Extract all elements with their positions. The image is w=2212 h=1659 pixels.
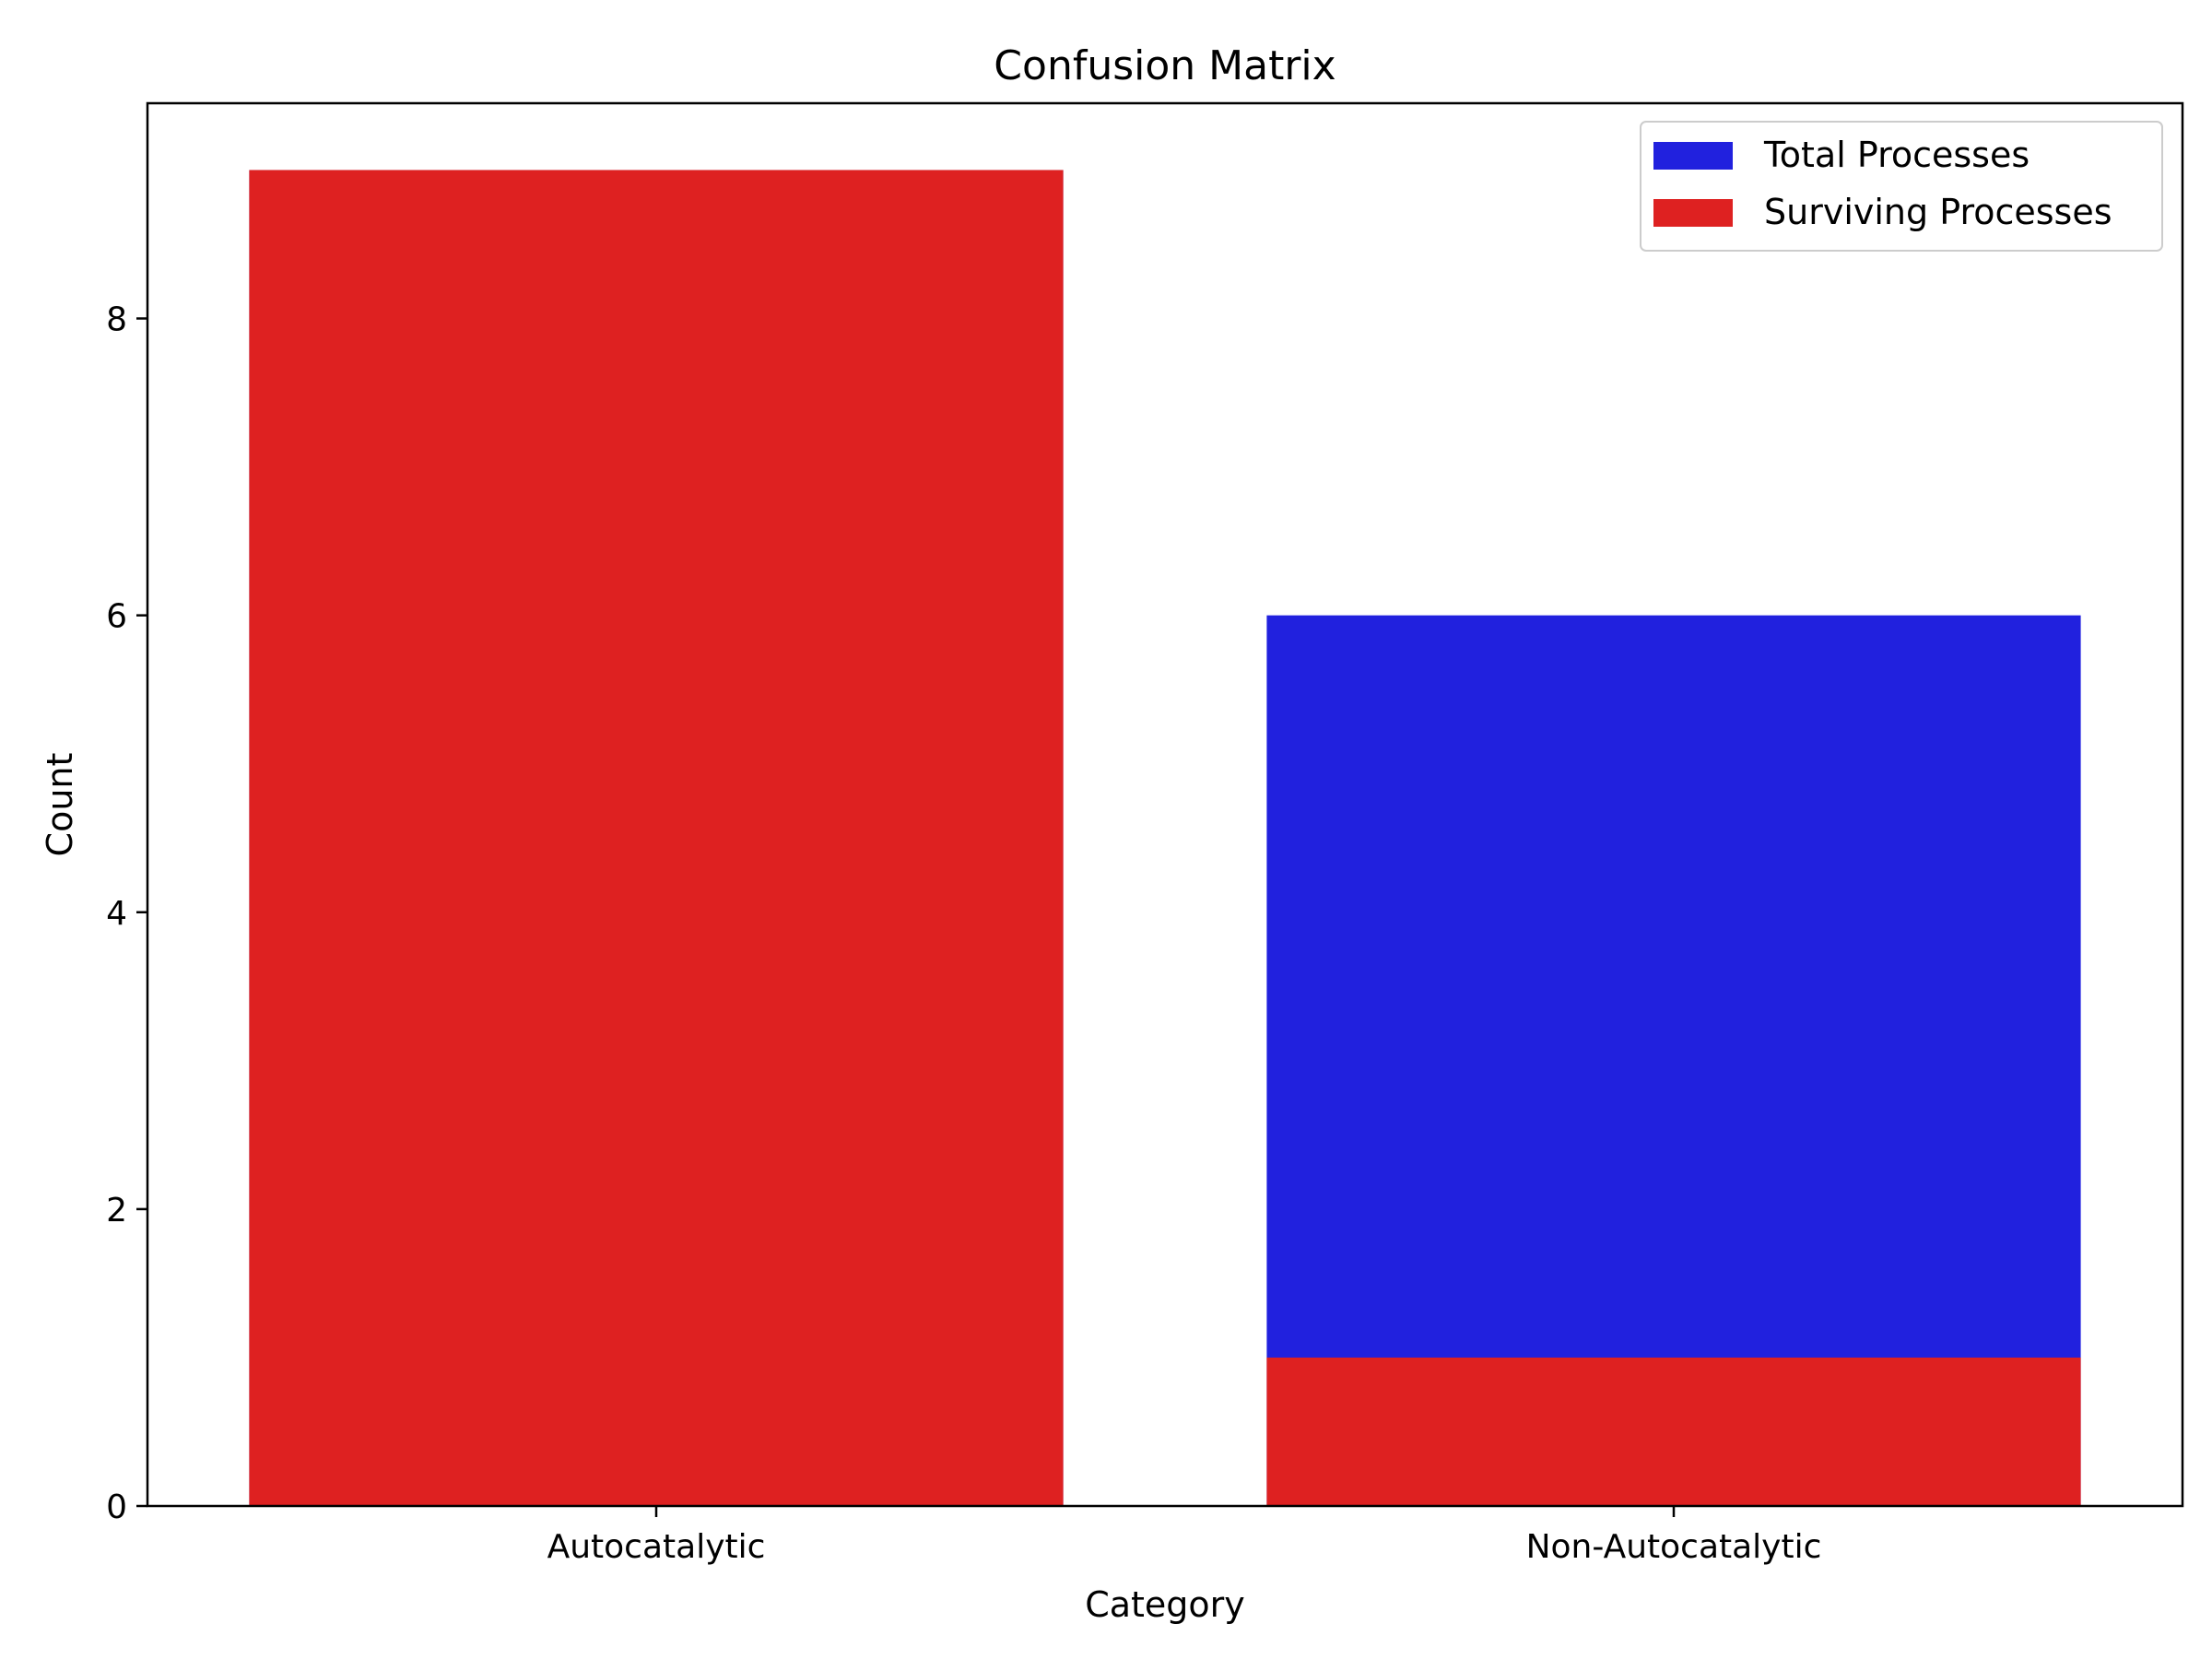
x-tick-label: Autocatalytic [547, 1528, 766, 1566]
y-axis-label: Count [40, 753, 80, 857]
y-axis: 0 2 4 6 8 [106, 301, 147, 1526]
legend-swatch [1653, 199, 1733, 227]
y-tick-label: 2 [106, 1192, 127, 1230]
legend-swatch [1653, 142, 1733, 170]
bar-surviving-processes-non-autocatalytic [1266, 1357, 2081, 1506]
x-axis: Autocatalytic Non-Autocatalytic [547, 1506, 1822, 1566]
legend-box [1640, 121, 2163, 252]
y-tick-label: 0 [106, 1488, 127, 1526]
bars-layer [249, 170, 2081, 1506]
legend-label: Surviving Processes [1764, 192, 2112, 232]
x-axis-label: Category [1085, 1584, 1245, 1625]
chart-title: Confusion Matrix [994, 42, 1335, 89]
legend-label: Total Processes [1763, 135, 2030, 175]
y-tick-label: 4 [106, 895, 127, 933]
y-tick-label: 6 [106, 598, 127, 636]
plot-frame [146, 101, 2184, 1508]
bar-surviving-processes-autocatalytic [249, 170, 1064, 1506]
x-tick-label: Non-Autocatalytic [1526, 1528, 1822, 1566]
y-tick-label: 8 [106, 301, 127, 339]
legend: Total Processes Surviving Processes [1640, 121, 2163, 252]
